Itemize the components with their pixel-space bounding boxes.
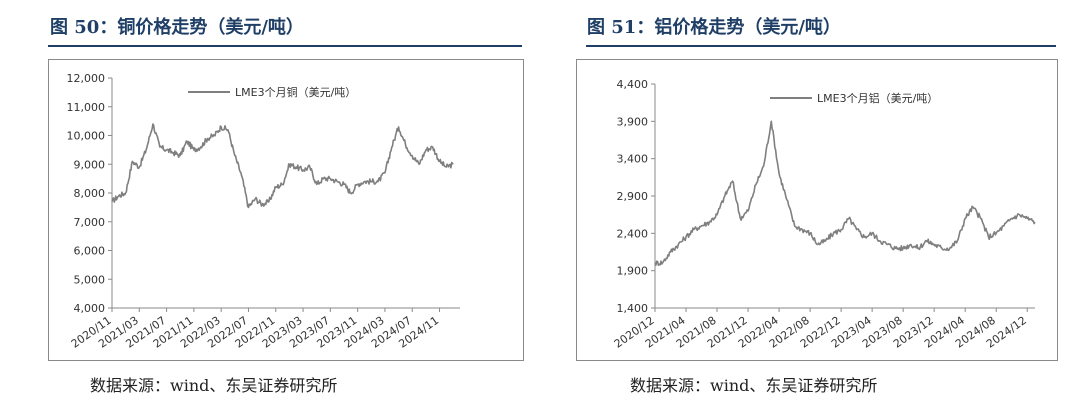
- copper-panel: 图 50：铜价格走势（美元/吨） 4,000 5,000 6,000 7,000 8,0…: [48, 17, 524, 395]
- aluminum-source-note: 数据来源：wind、东吴证券研究所: [630, 376, 878, 395]
- copper-y-tick-label: 11,000: [67, 101, 106, 114]
- copper-y-tick-label: 10,000: [67, 130, 106, 143]
- aluminum-y-tick-label: 3,900: [617, 115, 649, 128]
- aluminum-y-tick-label: 3,400: [617, 153, 649, 166]
- copper-price-chart: 4,000 5,000 6,000 7,000 8,000 9,000 10,000 11,0…: [67, 72, 460, 351]
- aluminum-price-chart: 1,4001,9002,4002,9003,4003,9004,4002020/…: [612, 78, 1036, 351]
- copper-y-tick-label: 5,000: [74, 273, 106, 286]
- copper-y-tick-label: 8,000: [74, 187, 106, 200]
- copper-title-rule: [48, 45, 522, 47]
- copper-figure-title: 图 50：铜价格走势（美元/吨）: [50, 17, 304, 38]
- aluminum-legend-label: LME3个月铝（美元/吨）: [817, 91, 938, 105]
- aluminum-series-line: [654, 120, 1036, 266]
- aluminum-y-tick-label: 2,400: [617, 227, 649, 240]
- aluminum-title-rule: [586, 45, 1056, 47]
- copper-y-tick-label: 9,000: [74, 158, 106, 171]
- aluminum-panel: 图 51：铝价格走势（美元/吨） 1,400 1,900 2,400 2,900 3,4…: [540, 0, 1080, 405]
- copper-y-tick-label: 6,000: [74, 245, 106, 258]
- aluminum-y-tick-label: 1,900: [617, 265, 649, 278]
- aluminum-chart-frame: 1,400 1,900 2,400 2,900 3,400 3,900 4,400 2020/…: [576, 59, 1058, 361]
- aluminum-y-tick-label: 2,900: [617, 190, 649, 203]
- copper-y-tick-label: 12,000: [67, 72, 106, 85]
- aluminum-y-tick-label: 1,400: [617, 302, 649, 315]
- copper-y-tick-label: 7,000: [74, 216, 106, 229]
- copper-y-tick-label: 4,000: [74, 302, 106, 315]
- copper-series-line: [111, 123, 454, 209]
- copper-legend-label: LME3个月铜（美元/吨）: [235, 85, 356, 99]
- aluminum-y-tick-label: 4,400: [617, 78, 649, 91]
- aluminum-figure-title: 图 51：铝价格走势（美元/吨）: [587, 17, 841, 38]
- copper-source-note: 数据来源：wind、东吴证券研究所: [90, 376, 338, 395]
- copper-chart-frame: 4,000 5,000 6,000 7,000 8,000 9,000 10,000 11,0…: [48, 59, 524, 361]
